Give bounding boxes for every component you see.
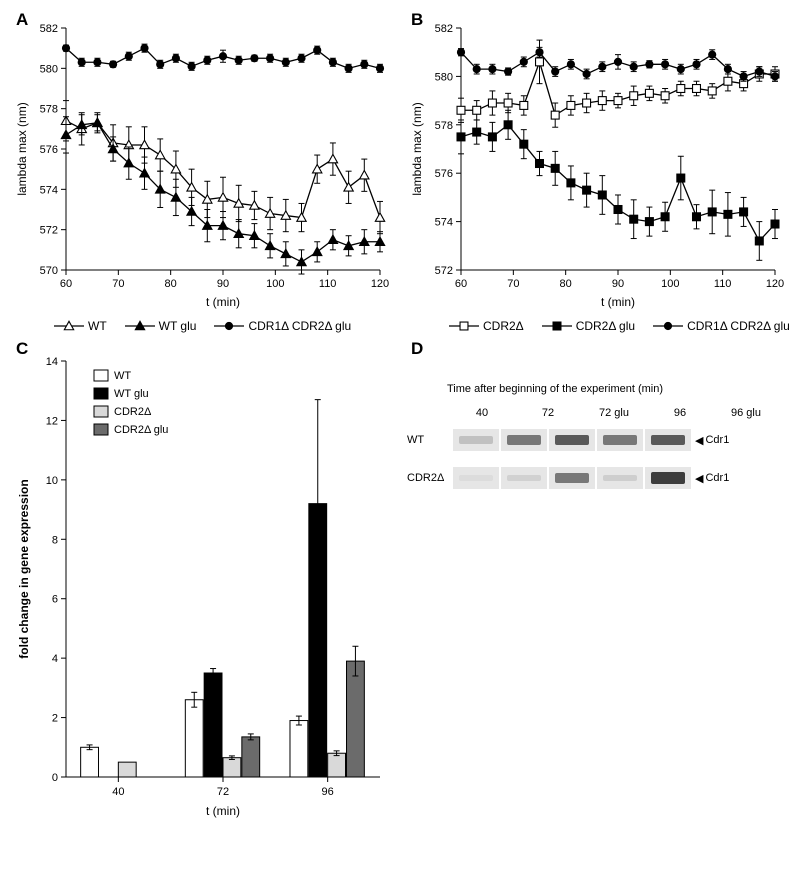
svg-text:CDR2Δ: CDR2Δ: [114, 406, 152, 418]
blot-lane: [645, 467, 691, 489]
svg-text:580: 580: [435, 71, 453, 83]
blot-column-label: 72 glu: [591, 407, 637, 419]
svg-text:lambda max (nm): lambda max (nm): [15, 102, 29, 195]
legend-item: CDR2Δ glu: [542, 319, 635, 333]
svg-text:WT: WT: [114, 370, 131, 382]
blot-row-label: WT: [407, 434, 453, 446]
panel-b-chart: 60 70 80 90 100 110 120 572 574 576 578 580 582 t (mi…: [405, 14, 790, 319]
svg-text:572: 572: [435, 265, 453, 277]
svg-text:70: 70: [112, 278, 124, 290]
panel-d-label: D: [411, 339, 423, 359]
blot-strip: [453, 429, 691, 451]
svg-text:110: 110: [319, 278, 337, 290]
svg-text:80: 80: [560, 278, 572, 290]
legend-label: CDR2Δ glu: [576, 319, 635, 333]
svg-text:lambda max (nm): lambda max (nm): [410, 102, 424, 195]
panel-b-legend: CDR2Δ CDR2Δ glu CDR1Δ CDR2Δ glu: [449, 319, 790, 333]
svg-text:10: 10: [46, 475, 58, 487]
blot-arrow-label: ◀ Cdr1: [695, 472, 729, 485]
svg-text:574: 574: [40, 184, 58, 196]
svg-text:100: 100: [661, 278, 679, 290]
legend-item: CDR1Δ CDR2Δ glu: [653, 319, 790, 333]
svg-text:72: 72: [217, 786, 229, 798]
svg-text:90: 90: [612, 278, 624, 290]
panel-c-chart: 0 2 4 6 8 10 12 14 40 72 96 t (min) fold change in g…: [10, 343, 395, 828]
legend-label: CDR1Δ CDR2Δ glu: [248, 319, 351, 333]
blot-column-label: 96: [657, 407, 703, 419]
svg-text:100: 100: [266, 278, 284, 290]
svg-text:70: 70: [507, 278, 519, 290]
svg-text:574: 574: [435, 217, 453, 229]
svg-text:580: 580: [40, 63, 58, 75]
svg-text:582: 582: [435, 23, 453, 35]
legend-label: WT glu: [159, 319, 197, 333]
legend-label: CDR1Δ CDR2Δ glu: [687, 319, 790, 333]
blot-row-label: CDR2Δ: [407, 472, 453, 484]
blot-row: WT ◀ Cdr1: [407, 429, 790, 451]
legend-item: WT glu: [125, 319, 197, 333]
svg-text:572: 572: [40, 225, 58, 237]
panel-c: C 02468101214407296t (min)fold change in…: [10, 339, 395, 828]
svg-text:96: 96: [322, 786, 334, 798]
svg-text:CDR2Δ glu: CDR2Δ glu: [114, 424, 168, 436]
blot-lane: [549, 467, 595, 489]
legend-item: WT: [54, 319, 107, 333]
blot-lane: [549, 429, 595, 451]
blot-row: CDR2Δ ◀ Cdr1: [407, 467, 790, 489]
blot-lane: [597, 467, 643, 489]
blot-lane: [453, 429, 499, 451]
blot-column-label: 40: [459, 407, 505, 419]
panel-a-legend: WT WT glu CDR1Δ CDR2Δ glu: [54, 319, 395, 333]
svg-text:120: 120: [371, 278, 389, 290]
figure-grid: A 60708090100110120570572574576578580582…: [10, 10, 790, 834]
panel-b: B 60708090100110120572574576578580582t (…: [405, 10, 790, 333]
svg-text:8: 8: [52, 534, 58, 546]
svg-text:2: 2: [52, 713, 58, 725]
blot-rows: WT ◀ Cdr1 CDR2Δ ◀ Cdr1: [407, 429, 790, 489]
blot-lane: [597, 429, 643, 451]
legend-item: CDR2Δ: [449, 319, 524, 333]
panel-d-blot: Time after beginning of the experiment (…: [405, 339, 790, 489]
blot-heading: Time after beginning of the experiment (…: [447, 383, 790, 395]
svg-text:t (min): t (min): [206, 295, 240, 309]
svg-text:t (min): t (min): [206, 804, 240, 818]
blot-lane: [453, 467, 499, 489]
svg-text:6: 6: [52, 594, 58, 606]
svg-text:t (min): t (min): [601, 295, 635, 309]
svg-text:4: 4: [52, 653, 58, 665]
panel-a: A 60708090100110120570572574576578580582…: [10, 10, 395, 333]
svg-text:WT glu: WT glu: [114, 388, 149, 400]
blot-column-label: 96 glu: [723, 407, 769, 419]
legend-item: CDR1Δ CDR2Δ glu: [214, 319, 351, 333]
svg-text:80: 80: [165, 278, 177, 290]
legend-label: WT: [88, 319, 107, 333]
blot-columns: 40 72 72 glu 96 96 glu: [459, 407, 790, 419]
svg-text:582: 582: [40, 23, 58, 35]
svg-text:576: 576: [435, 168, 453, 180]
blot-lane: [501, 467, 547, 489]
svg-text:40: 40: [112, 786, 124, 798]
svg-text:60: 60: [60, 278, 72, 290]
svg-text:120: 120: [766, 278, 784, 290]
blot-strip: [453, 467, 691, 489]
svg-text:60: 60: [455, 278, 467, 290]
blot-lane: [501, 429, 547, 451]
blot-column-label: 72: [525, 407, 571, 419]
svg-text:576: 576: [40, 144, 58, 156]
svg-text:fold change in gene expression: fold change in gene expression: [17, 479, 31, 658]
svg-text:578: 578: [40, 104, 58, 116]
svg-text:90: 90: [217, 278, 229, 290]
svg-text:14: 14: [46, 356, 58, 368]
svg-text:110: 110: [714, 278, 732, 290]
svg-text:0: 0: [52, 772, 58, 784]
blot-arrow-label: ◀ Cdr1: [695, 434, 729, 447]
panel-d: D Time after beginning of the experiment…: [405, 339, 790, 828]
legend-label: CDR2Δ: [483, 319, 524, 333]
blot-lane: [645, 429, 691, 451]
panel-a-chart: 60 70 80 90 100 110 120 570 572 574 576 578 580 582 t …: [10, 14, 395, 319]
svg-text:12: 12: [46, 415, 58, 427]
svg-text:578: 578: [435, 120, 453, 132]
svg-text:570: 570: [40, 265, 58, 277]
